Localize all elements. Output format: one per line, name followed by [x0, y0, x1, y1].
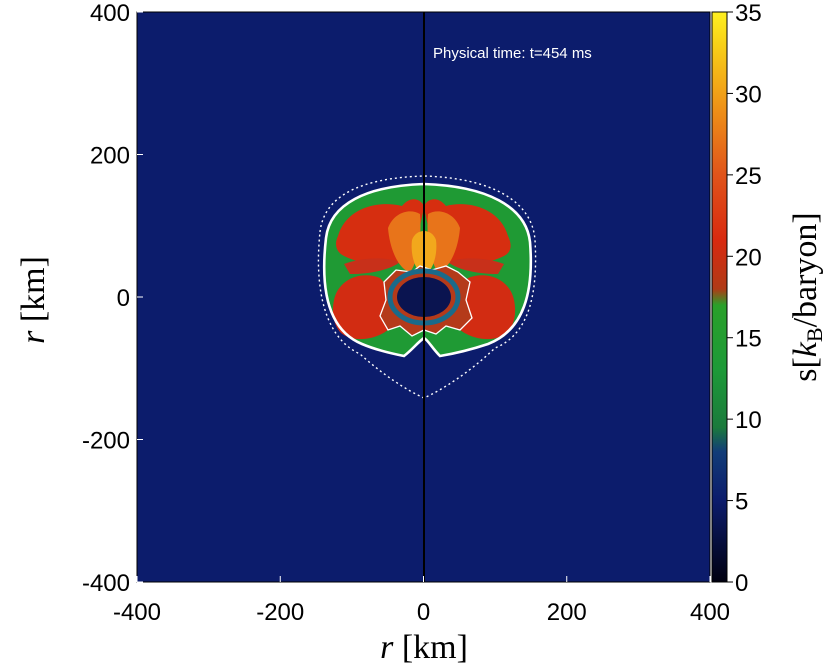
- plot-area: Physical time: t=454 ms: [136, 11, 711, 583]
- colorbar-tick-label: 25: [735, 163, 762, 190]
- y-axis-ticks: -400 -200 0 200 400: [82, 0, 143, 597]
- colorbar-tick-label: 10: [735, 407, 762, 434]
- orange-core-left: [388, 211, 421, 272]
- red-band-left: [344, 258, 400, 274]
- colorbar-label: s[kB/baryon]: [787, 212, 827, 382]
- x-tick-label: -200: [256, 599, 304, 626]
- red-lobe-right: [454, 275, 516, 340]
- colorbar-ticks: 0 5 10 15 20 25 30 35: [727, 0, 762, 597]
- colorbar-tick-label: 30: [735, 81, 762, 108]
- colorbar-tick-label: 15: [735, 326, 762, 353]
- red-band-right: [448, 258, 504, 274]
- x-axis-label: r [km]: [380, 629, 468, 663]
- colorbar-tick-label: 35: [735, 0, 762, 27]
- x-tick-label: 0: [417, 599, 430, 626]
- y-tick-label: -200: [82, 428, 130, 455]
- y-tick-label: -400: [82, 570, 130, 597]
- x-tick-label: -400: [113, 599, 161, 626]
- y-tick-label: 400: [90, 0, 130, 27]
- colorbar-tick-label: 5: [735, 489, 748, 516]
- orange-core-right: [427, 211, 460, 272]
- x-axis-ticks: -400 -200 0 200 400: [113, 576, 730, 626]
- x-tick-label: 400: [690, 599, 730, 626]
- shock-front-contour: [322, 182, 533, 358]
- red-lobe-left: [332, 275, 394, 340]
- time-annotation: Physical time: t=454 ms: [433, 45, 592, 62]
- entropy-structure: [317, 12, 537, 582]
- y-tick-label: 0: [117, 285, 130, 312]
- colorbar-gradient: [711, 11, 728, 583]
- y-axis-label: r [km]: [15, 256, 52, 344]
- colorbar: 0 5 10 15 20 25 30 35 s[kB/baryon]: [711, 0, 827, 597]
- colorbar-tick-label: 0: [735, 570, 748, 597]
- x-tick-label: 200: [547, 599, 587, 626]
- colorbar-tick-label: 20: [735, 244, 762, 271]
- y-tick-label: 200: [90, 143, 130, 170]
